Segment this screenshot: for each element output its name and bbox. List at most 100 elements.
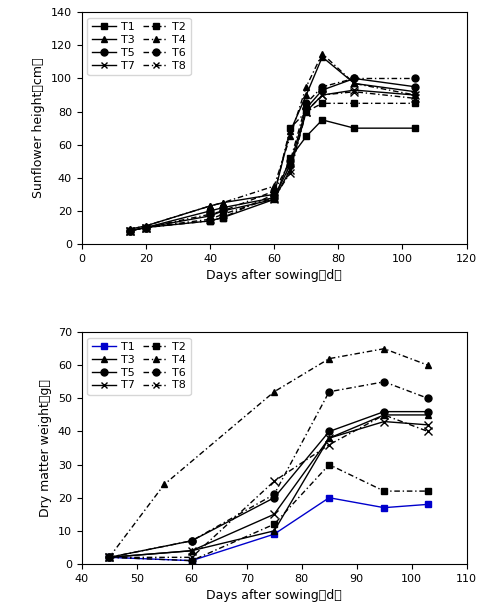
T3 <box>271 527 276 535</box>
T5 <box>424 408 430 416</box>
T7 <box>271 196 276 203</box>
Line: T4: T4 <box>126 50 418 233</box>
T2 <box>127 227 132 235</box>
T1 <box>325 494 331 501</box>
T7 <box>219 207 225 215</box>
T1 <box>219 214 225 221</box>
T2 <box>219 214 225 221</box>
T8 <box>143 224 148 231</box>
X-axis label: Days after sowing（d）: Days after sowing（d） <box>206 589 341 602</box>
Line: T2: T2 <box>106 461 431 564</box>
T2 <box>325 461 331 468</box>
Line: T8: T8 <box>105 411 432 562</box>
T5 <box>127 227 132 235</box>
T7 <box>207 212 213 219</box>
T5 <box>411 83 417 91</box>
T3 <box>127 226 132 233</box>
T7 <box>106 554 112 561</box>
T4 <box>271 388 276 395</box>
T7 <box>303 108 309 115</box>
T3 <box>106 554 112 561</box>
T6 <box>319 83 324 91</box>
T7 <box>325 435 331 442</box>
T6 <box>411 75 417 82</box>
Line: T6: T6 <box>106 378 431 561</box>
T5 <box>303 105 309 112</box>
Line: T7: T7 <box>125 86 419 235</box>
T4 <box>319 50 324 58</box>
T1 <box>189 557 194 565</box>
T3 <box>424 411 430 419</box>
T2 <box>424 487 430 495</box>
Line: T5: T5 <box>126 75 418 234</box>
T6 <box>303 100 309 107</box>
T2 <box>207 217 213 224</box>
T4 <box>143 222 148 229</box>
T1 <box>143 224 148 231</box>
T6 <box>207 211 213 218</box>
T4 <box>287 133 292 140</box>
Line: T2: T2 <box>126 100 418 234</box>
T2 <box>143 224 148 231</box>
T4 <box>381 345 386 352</box>
Line: T3: T3 <box>126 53 418 233</box>
T6 <box>325 388 331 395</box>
T3 <box>219 199 225 207</box>
T2 <box>303 108 309 115</box>
T3 <box>189 547 194 554</box>
Line: T8: T8 <box>125 88 419 235</box>
T7 <box>351 86 357 94</box>
T2 <box>189 557 194 565</box>
T3 <box>319 53 324 61</box>
T1 <box>351 124 357 132</box>
T1 <box>411 124 417 132</box>
T4 <box>219 199 225 207</box>
T3 <box>287 128 292 135</box>
T8 <box>325 441 331 449</box>
Y-axis label: Dry matter weight（g）: Dry matter weight（g） <box>39 379 52 517</box>
T8 <box>287 169 292 177</box>
T1 <box>127 227 132 235</box>
Line: T5: T5 <box>106 408 431 561</box>
T8 <box>106 554 112 561</box>
T6 <box>287 158 292 165</box>
T4 <box>271 183 276 190</box>
T1 <box>207 217 213 224</box>
T3 <box>411 88 417 96</box>
T4 <box>127 226 132 233</box>
T7 <box>424 421 430 428</box>
T2 <box>381 487 386 495</box>
T8 <box>303 108 309 115</box>
T5 <box>325 428 331 435</box>
T6 <box>189 537 194 544</box>
Legend: T1, T3, T5, T7, T2, T4, T6, T8: T1, T3, T5, T7, T2, T4, T6, T8 <box>87 18 190 75</box>
T6 <box>381 378 386 386</box>
T6 <box>143 224 148 231</box>
T4 <box>351 80 357 87</box>
T1 <box>303 133 309 140</box>
T3 <box>271 191 276 198</box>
T2 <box>319 100 324 107</box>
T6 <box>127 227 132 235</box>
T8 <box>381 411 386 419</box>
T8 <box>271 194 276 202</box>
X-axis label: Days after sowing（d）: Days after sowing（d） <box>206 269 341 283</box>
T5 <box>207 207 213 215</box>
T1 <box>287 154 292 162</box>
T1 <box>424 501 430 508</box>
Line: T4: T4 <box>106 345 431 561</box>
T1 <box>271 196 276 203</box>
T5 <box>271 194 276 202</box>
T5 <box>381 408 386 416</box>
T3 <box>325 435 331 442</box>
Legend: T1, T3, T5, T7, T2, T4, T6, T8: T1, T3, T5, T7, T2, T4, T6, T8 <box>87 338 190 395</box>
T2 <box>287 124 292 132</box>
T4 <box>325 355 331 362</box>
T5 <box>219 204 225 211</box>
T5 <box>287 161 292 168</box>
T3 <box>143 222 148 229</box>
T3 <box>207 202 213 210</box>
T2 <box>411 100 417 107</box>
T7 <box>189 547 194 554</box>
T8 <box>411 94 417 102</box>
